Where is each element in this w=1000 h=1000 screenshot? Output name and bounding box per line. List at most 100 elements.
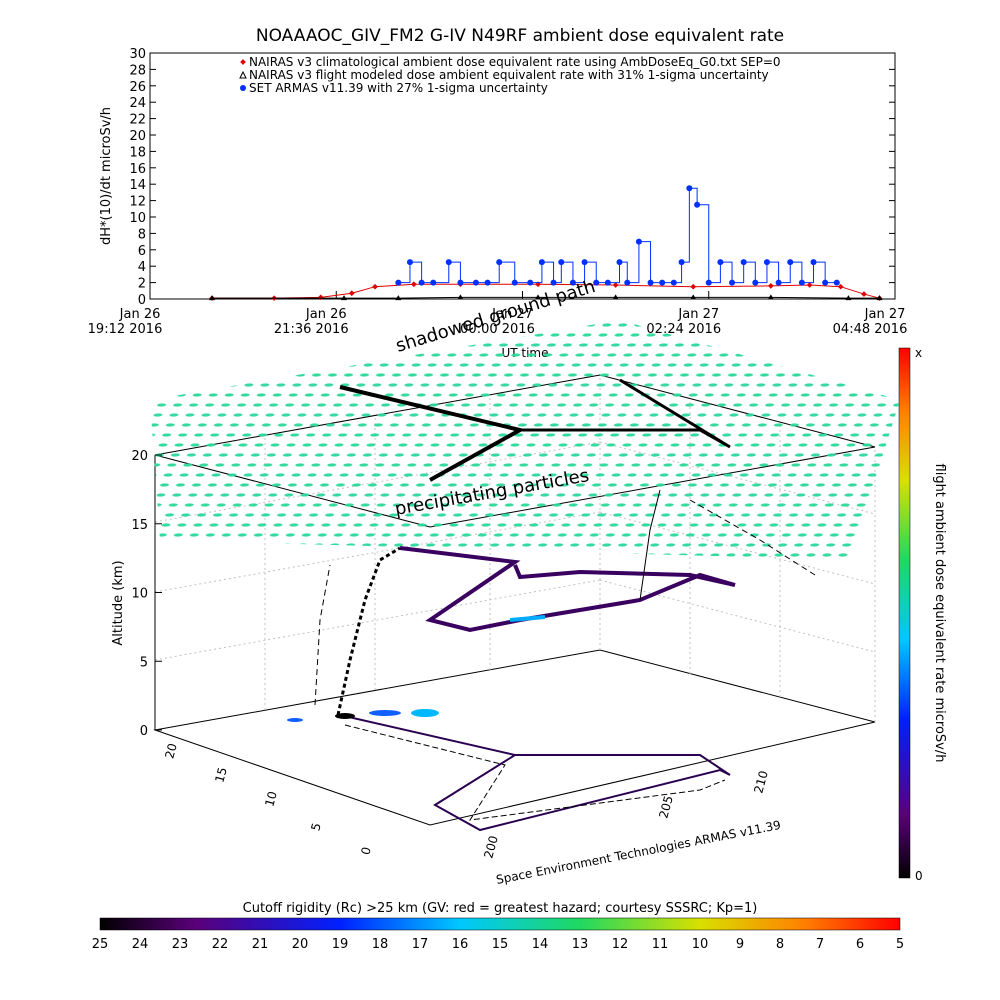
y-tick-label: 22 bbox=[129, 113, 146, 128]
data-point bbox=[484, 279, 491, 286]
legend-marker bbox=[239, 70, 247, 79]
legend-entry: NAIRAS v3 flight modeled dose ambient eq… bbox=[249, 68, 769, 82]
data-point bbox=[430, 279, 437, 286]
x3-tick-label: 205 bbox=[656, 794, 675, 820]
y-tick-label: 10 bbox=[129, 211, 146, 226]
colorbar-tick-label: 12 bbox=[612, 937, 629, 952]
data-point bbox=[845, 295, 852, 301]
x-tick-date: Jan 27 bbox=[491, 307, 533, 322]
y-axis-ticks-3d: 0 5 10 15 20 bbox=[162, 742, 373, 857]
y-tick-label: 20 bbox=[129, 129, 146, 144]
x-tick-time: 00:00 2016 bbox=[460, 322, 535, 337]
data-point bbox=[659, 279, 666, 286]
data-point bbox=[527, 279, 534, 286]
data-point bbox=[670, 279, 677, 286]
y-tick-label: 6 bbox=[138, 244, 146, 259]
colorbar-tick-label: 10 bbox=[692, 937, 709, 952]
data-point bbox=[472, 279, 479, 286]
data-point bbox=[569, 279, 576, 286]
legend-entry: SET ARMAS v11.39 with 27% 1-sigma uncert… bbox=[249, 81, 548, 95]
data-point bbox=[411, 281, 417, 288]
data-point bbox=[593, 279, 600, 286]
colorbar-tick-label: 25 bbox=[92, 937, 109, 952]
ascent-projection bbox=[314, 564, 331, 706]
y3-tick-label: 10 bbox=[262, 790, 279, 808]
data-point bbox=[535, 294, 542, 300]
data-point bbox=[686, 185, 693, 192]
data-point bbox=[690, 294, 697, 300]
data-point bbox=[678, 259, 685, 266]
data-point bbox=[717, 259, 724, 266]
colorbar-tick-label: 21 bbox=[252, 937, 269, 952]
data-point bbox=[837, 283, 844, 290]
z-axis-ticks: 0 5 10 15 20 bbox=[131, 449, 162, 739]
z-axis-label: Altitude (km) bbox=[111, 560, 126, 645]
data-point bbox=[729, 279, 736, 286]
z-tick-label: 5 bbox=[140, 655, 148, 670]
data-point bbox=[767, 294, 774, 300]
legend-marker bbox=[240, 85, 246, 91]
data-point bbox=[752, 279, 759, 286]
data-point bbox=[511, 279, 518, 286]
colorbar-tick-label: 22 bbox=[212, 937, 229, 952]
data-point bbox=[740, 259, 747, 266]
colorbar-tick-label: 15 bbox=[492, 937, 509, 952]
colorbar-tick-label: 20 bbox=[292, 937, 309, 952]
data-point bbox=[457, 294, 464, 300]
colorbar-tick-label: 5 bbox=[896, 937, 904, 952]
colorbar-tick-label: 13 bbox=[572, 937, 589, 952]
y-tick-label: 24 bbox=[129, 96, 146, 111]
y-tick-label: 28 bbox=[129, 63, 146, 78]
x-tick-time: 21:36 2016 bbox=[274, 322, 349, 337]
legend-marker bbox=[240, 59, 246, 65]
flight-track bbox=[399, 546, 736, 633]
data-point bbox=[496, 259, 503, 266]
flight-track-highlight bbox=[509, 615, 546, 622]
x-tick-date: Jan 27 bbox=[864, 307, 906, 322]
data-point bbox=[558, 259, 565, 266]
data-point bbox=[612, 282, 619, 288]
right-colorbar-bottom-label: 0 bbox=[915, 869, 923, 883]
data-point bbox=[690, 283, 697, 290]
colorbar-tick-label: 17 bbox=[412, 937, 429, 952]
data-point bbox=[705, 279, 712, 286]
y-tick-label: 2 bbox=[138, 277, 146, 292]
colorbar-tick-label: 16 bbox=[452, 937, 469, 952]
data-point bbox=[372, 283, 378, 290]
data-point bbox=[418, 279, 425, 286]
precipitating-particles-layer bbox=[150, 320, 900, 560]
data-point bbox=[445, 259, 452, 266]
right-colorbar-top-label: x bbox=[915, 346, 922, 360]
data-point bbox=[787, 259, 794, 266]
data-point bbox=[861, 291, 867, 297]
data-point bbox=[635, 238, 642, 245]
y3-tick-label: 0 bbox=[358, 845, 374, 856]
colorbar-tick-label: 6 bbox=[856, 937, 864, 952]
x3-tick-label: 200 bbox=[481, 834, 500, 860]
timeseries-series bbox=[209, 185, 883, 302]
data-point bbox=[775, 279, 782, 286]
colorbar-tick-label: 11 bbox=[652, 937, 669, 952]
legend: NAIRAS v3 climatological ambient dose eq… bbox=[239, 55, 781, 95]
y3-tick-label: 5 bbox=[308, 821, 324, 832]
data-point bbox=[604, 279, 611, 286]
data-point bbox=[550, 279, 557, 286]
data-point bbox=[581, 259, 588, 266]
x3-tick-label: 210 bbox=[751, 769, 770, 795]
z-tick-label: 10 bbox=[131, 587, 148, 602]
data-point bbox=[822, 279, 829, 286]
data-point bbox=[317, 294, 324, 301]
colorbar-tick-label: 23 bbox=[172, 937, 189, 952]
y-tick-label: 12 bbox=[129, 195, 146, 210]
y-tick-label: 14 bbox=[129, 178, 146, 193]
y-tick-label: 26 bbox=[129, 80, 146, 95]
x-tick-date: Jan 26 bbox=[119, 307, 161, 322]
data-point bbox=[810, 259, 817, 266]
ground-track bbox=[339, 714, 731, 832]
data-point bbox=[616, 259, 623, 266]
data-point bbox=[341, 295, 348, 301]
data-point bbox=[457, 279, 464, 286]
data-point bbox=[694, 201, 701, 208]
